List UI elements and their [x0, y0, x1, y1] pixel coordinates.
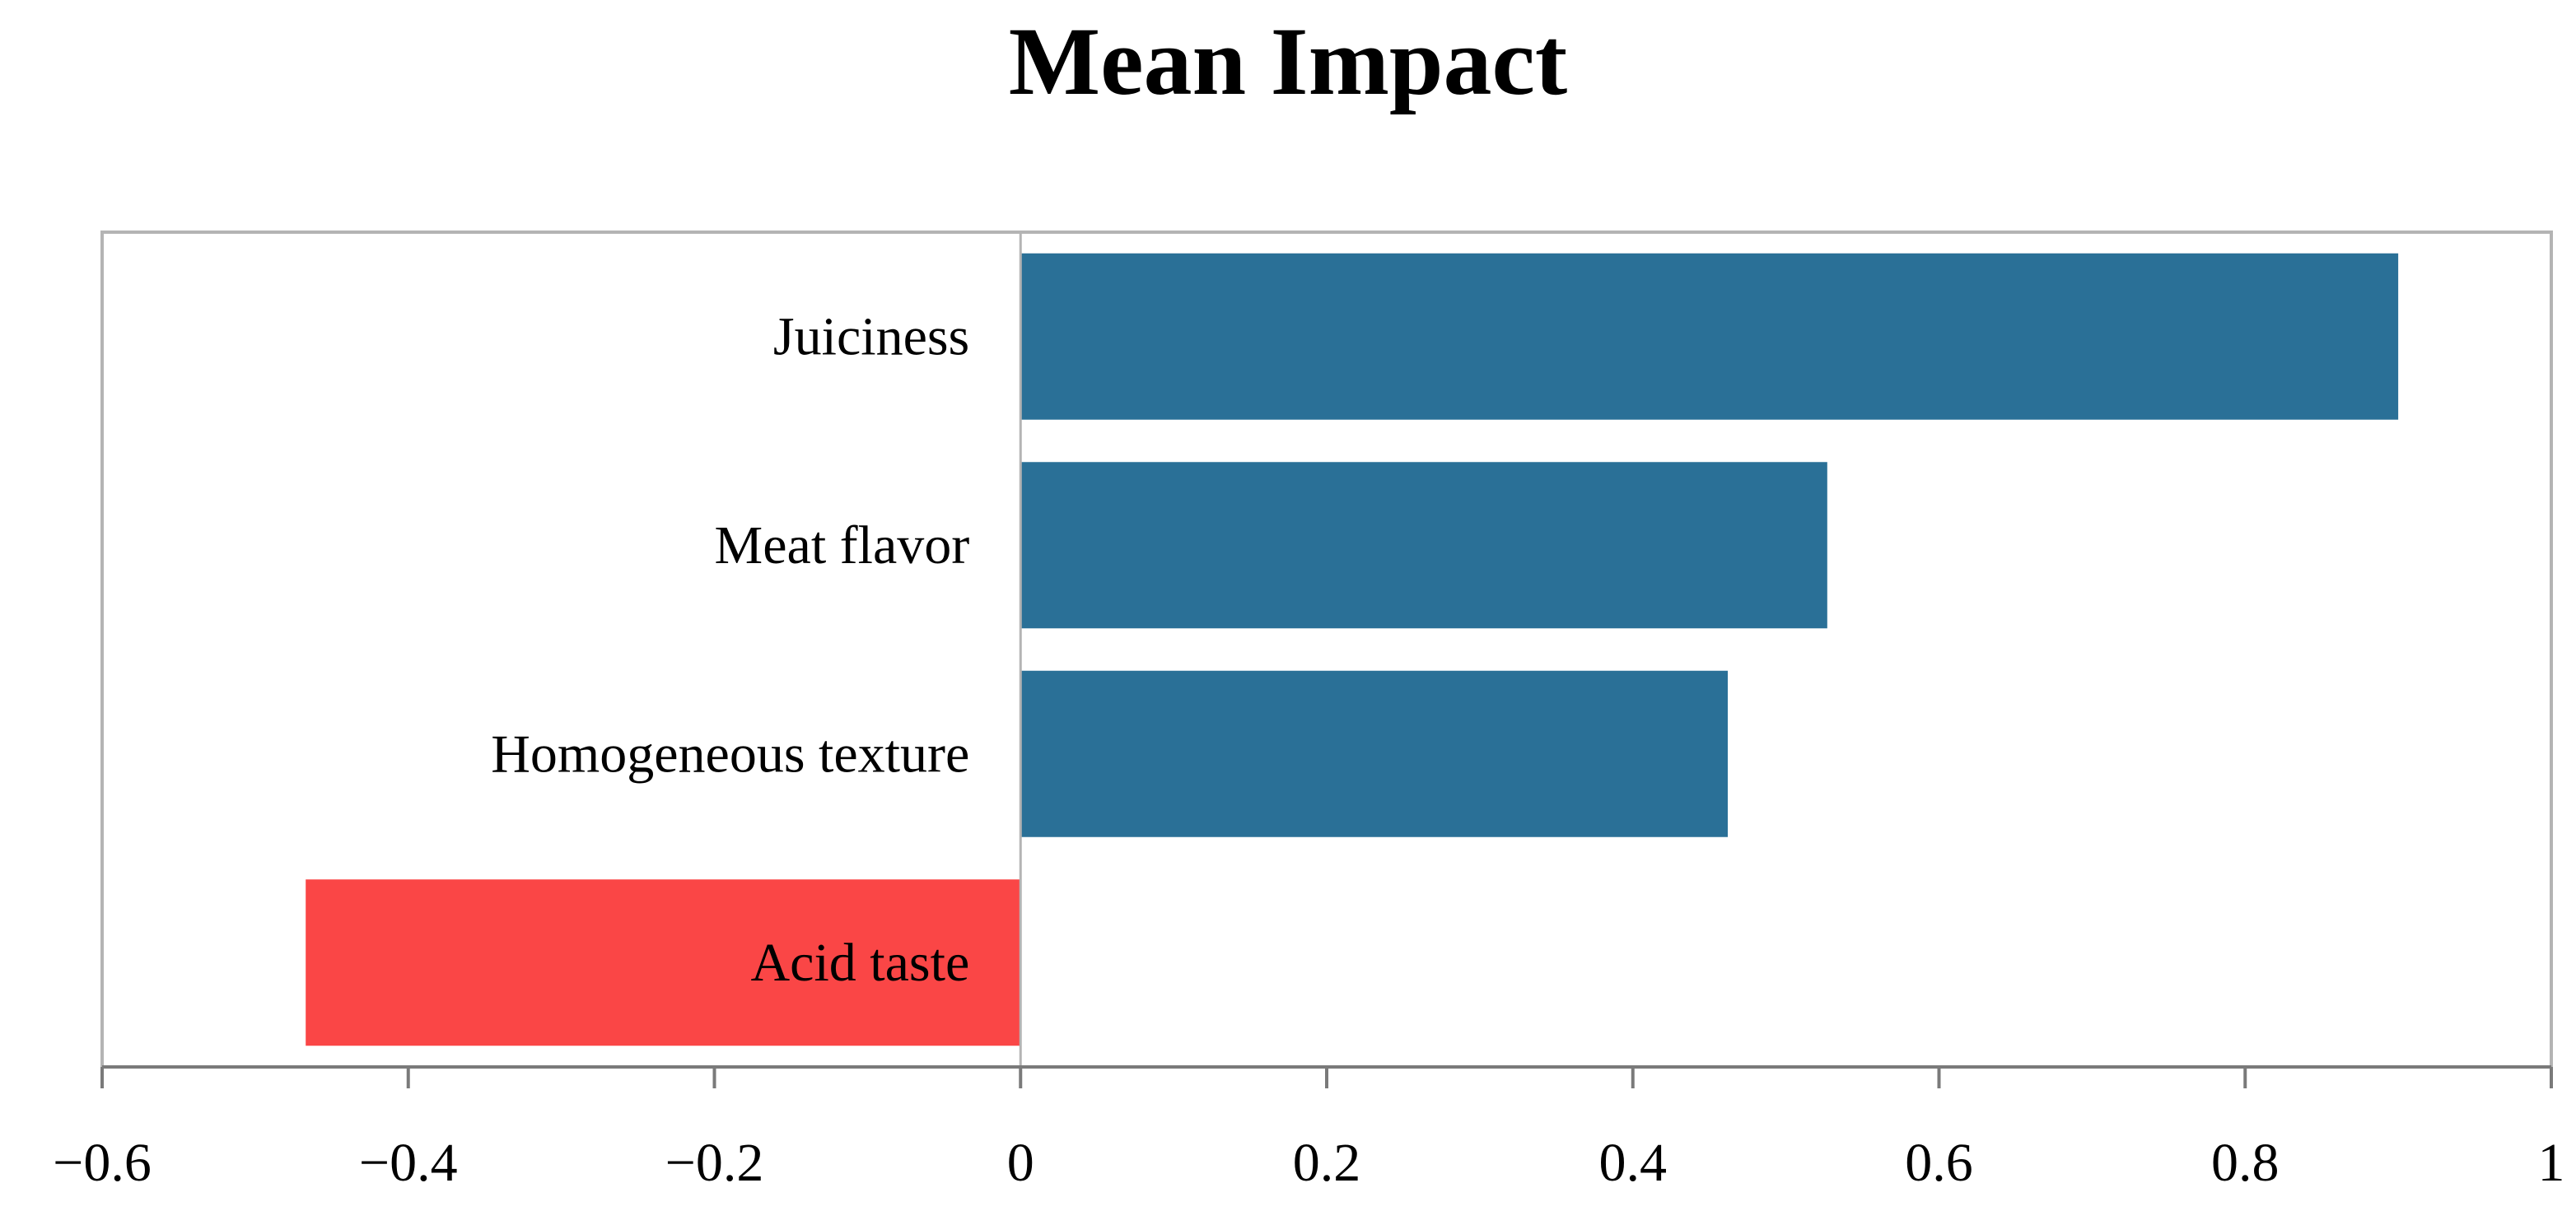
bar-meat-flavor — [1020, 462, 1827, 629]
x-tick-label: −0.2 — [665, 1133, 764, 1193]
x-tick-label: −0.6 — [53, 1133, 152, 1193]
bar-homogeneous-texture — [1020, 670, 1728, 837]
x-tick-label: 0.8 — [2211, 1133, 2280, 1193]
category-label: Meat flavor — [715, 515, 970, 575]
x-tick-label: −0.4 — [359, 1133, 458, 1193]
bar-acid-taste — [306, 879, 1021, 1046]
x-tick-label: 0.6 — [1905, 1133, 1973, 1193]
chart-title: Mean Impact — [1008, 7, 1568, 115]
category-labels: Juiciness Meat flavor Homogeneous texture A… — [491, 306, 969, 993]
x-tick-label: 0 — [1007, 1133, 1034, 1193]
x-tick-label: 0.2 — [1293, 1133, 1361, 1193]
x-ticks: −0.6 −0.4 −0.2 0 0.2 0.4 0.6 0.8 1 — [53, 1067, 2565, 1193]
x-tick-label: 1 — [2538, 1133, 2565, 1193]
bar-juiciness — [1020, 253, 2399, 420]
x-tick-label: 0.4 — [1599, 1133, 1668, 1193]
bars-layer — [306, 253, 2399, 1046]
category-label: Homogeneous texture — [491, 724, 969, 784]
category-label: Acid taste — [751, 933, 970, 993]
category-label: Juiciness — [773, 306, 969, 366]
